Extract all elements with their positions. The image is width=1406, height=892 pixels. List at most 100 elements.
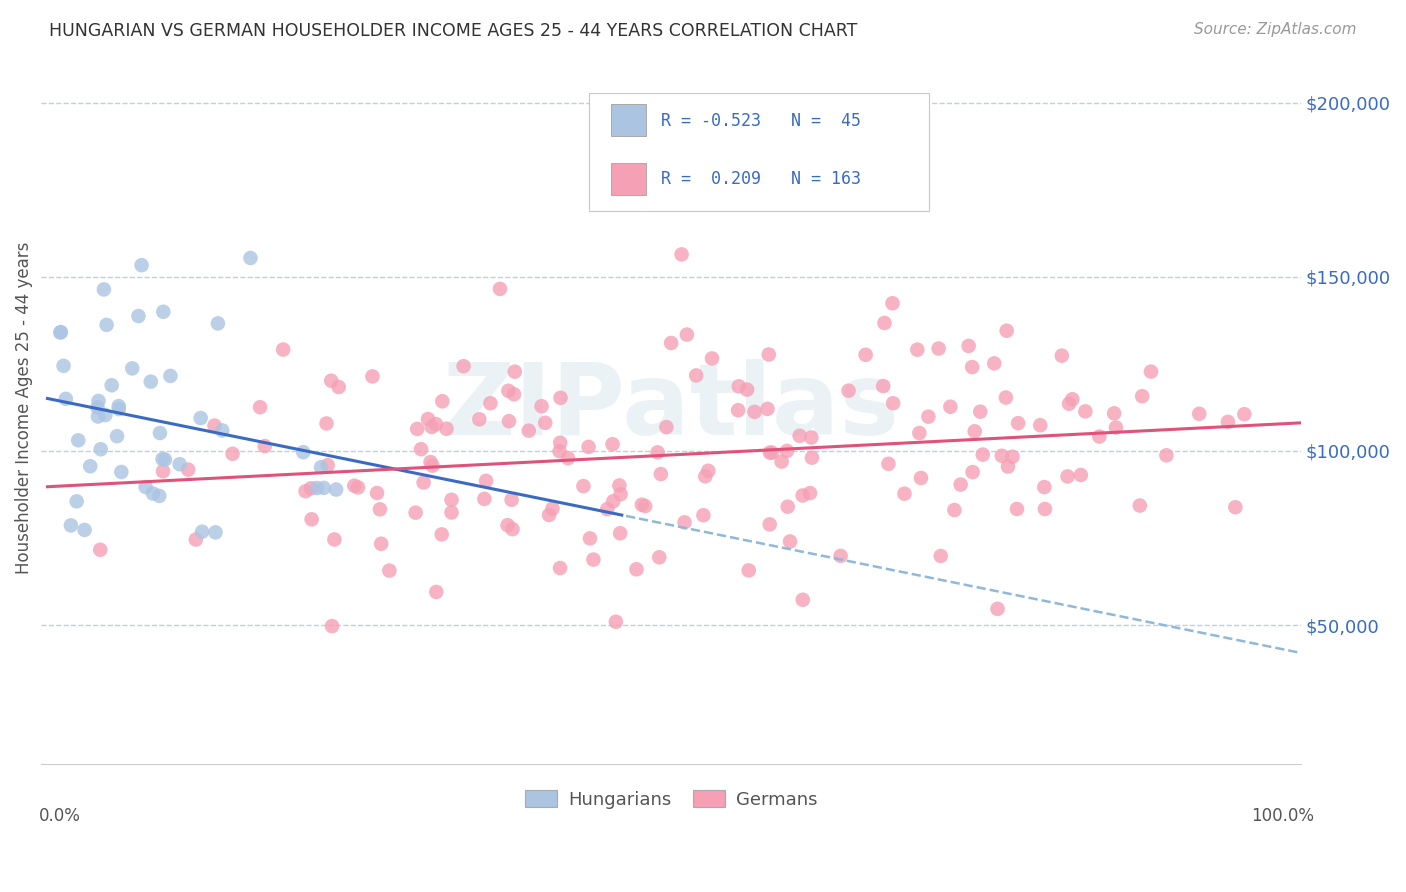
Point (361, 369, 384, 384)
Point (190, 411, 212, 425)
Point (90, 442, 112, 457)
Point (294, 484, 316, 499)
Point (727, 379, 749, 393)
Point (910, 471, 932, 485)
Point (582, 552, 605, 566)
Point (430, 527, 453, 541)
Point (89, 542, 111, 557)
Point (997, 459, 1019, 474)
Point (305, 481, 328, 495)
Point (1233, 407, 1256, 421)
Point (1007, 416, 1029, 430)
Point (301, 512, 323, 526)
Point (917, 409, 939, 424)
Point (152, 464, 174, 478)
Point (1156, 448, 1178, 462)
Point (1029, 418, 1052, 433)
Point (761, 445, 783, 459)
Point (148, 489, 170, 503)
Point (207, 317, 229, 331)
Point (838, 384, 860, 398)
Point (67, 434, 90, 448)
Point (877, 457, 900, 471)
Y-axis label: Householder Income Ages 25 - 44 years: Householder Income Ages 25 - 44 years (15, 242, 32, 574)
Point (789, 429, 811, 443)
Point (343, 479, 366, 493)
Point (676, 327, 699, 342)
Point (659, 336, 682, 351)
Point (59, 518, 82, 533)
Point (131, 258, 153, 272)
Point (969, 405, 991, 419)
Point (695, 469, 717, 483)
Point (1033, 502, 1056, 516)
Point (127, 309, 149, 323)
Text: ZIPatlas: ZIPatlas (443, 359, 900, 456)
Point (139, 375, 162, 389)
Text: R = -0.523   N =  45: R = -0.523 N = 45 (661, 112, 860, 129)
Point (1070, 468, 1092, 483)
Point (96, 318, 118, 332)
Point (86, 401, 108, 415)
Point (221, 447, 243, 461)
Point (378, 564, 401, 578)
Point (685, 368, 707, 383)
Point (271, 343, 294, 357)
Point (800, 430, 823, 444)
Point (995, 324, 1018, 338)
Point (1088, 429, 1111, 443)
Point (700, 351, 723, 366)
Point (79, 459, 101, 474)
Point (1129, 499, 1152, 513)
Point (994, 391, 1017, 405)
Point (986, 602, 1008, 616)
Point (312, 481, 335, 495)
Point (152, 452, 174, 467)
Point (735, 383, 758, 397)
Point (87, 409, 110, 424)
Point (605, 615, 627, 629)
Point (135, 480, 157, 494)
Point (503, 387, 526, 401)
Point (905, 343, 928, 357)
Point (626, 562, 648, 576)
Point (634, 499, 657, 513)
Point (501, 492, 523, 507)
Point (517, 424, 540, 438)
Point (908, 425, 931, 440)
Point (758, 347, 780, 361)
FancyBboxPatch shape (589, 94, 929, 211)
Point (453, 359, 475, 374)
Point (673, 516, 696, 530)
Point (149, 425, 172, 440)
Point (419, 455, 441, 469)
Point (93, 282, 115, 296)
Point (191, 524, 214, 539)
Point (792, 488, 814, 502)
Point (1033, 480, 1056, 494)
Point (770, 454, 793, 468)
Point (325, 483, 347, 497)
Point (609, 526, 631, 541)
Point (412, 475, 434, 490)
Point (727, 403, 749, 417)
Point (107, 402, 129, 417)
Point (939, 400, 962, 414)
Text: 100.0%: 100.0% (1251, 807, 1315, 825)
Point (872, 379, 894, 393)
Point (650, 467, 672, 481)
Point (530, 399, 553, 413)
Text: R =  0.209   N = 163: R = 0.209 N = 163 (661, 170, 860, 188)
Point (309, 460, 332, 475)
Point (572, 479, 595, 493)
Point (1130, 389, 1153, 403)
Point (440, 492, 463, 507)
Point (323, 533, 346, 547)
Point (602, 494, 624, 508)
Point (534, 416, 557, 430)
Point (177, 462, 200, 476)
Point (321, 374, 343, 388)
Point (211, 424, 233, 438)
Point (928, 342, 950, 356)
Point (1005, 502, 1028, 516)
